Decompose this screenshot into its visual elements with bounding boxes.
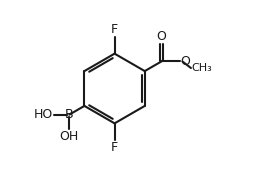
Text: CH₃: CH₃	[192, 63, 213, 73]
Text: OH: OH	[60, 130, 79, 143]
Text: O: O	[156, 30, 166, 43]
Text: B: B	[65, 108, 74, 121]
Text: F: F	[111, 141, 118, 154]
Text: F: F	[111, 23, 118, 36]
Text: HO: HO	[34, 108, 53, 121]
Text: O: O	[181, 55, 190, 68]
